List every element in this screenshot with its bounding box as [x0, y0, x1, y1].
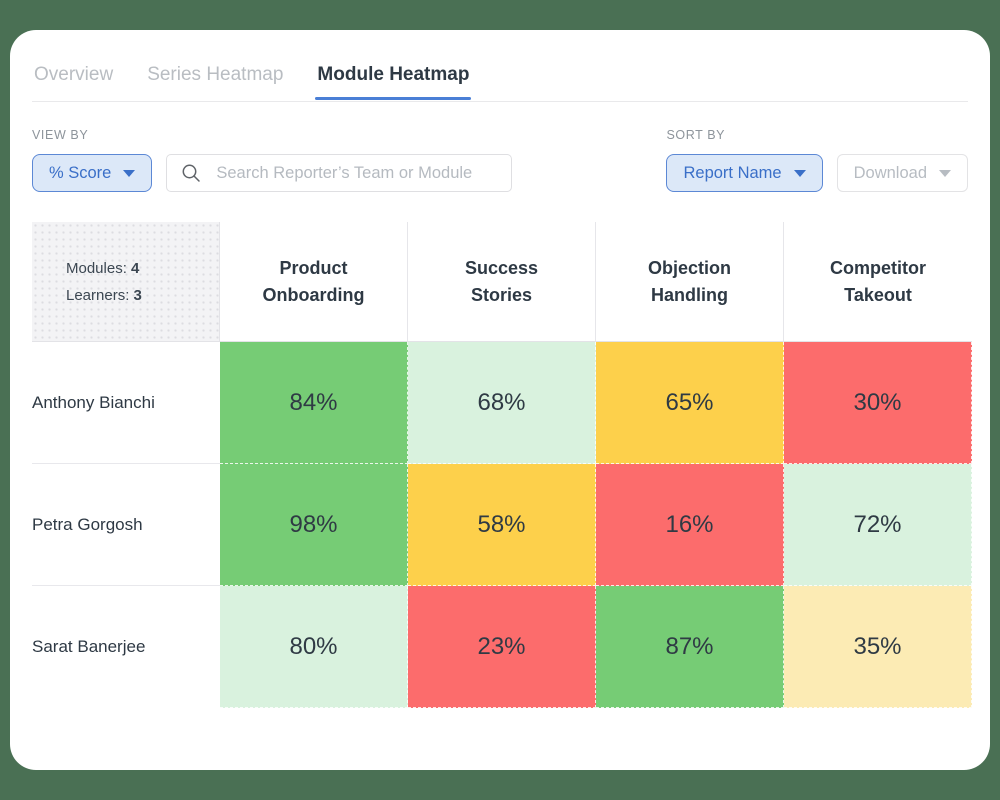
search-icon [182, 164, 201, 182]
dashboard-card: Overview Series Heatmap Module Heatmap V… [10, 30, 990, 770]
download-label: Download [853, 163, 927, 182]
heatmap-grid: Modules: 4 Learners: 3 Product Onboarding S… [32, 222, 972, 708]
tab-bar: Overview Series Heatmap Module Heatmap [32, 30, 968, 100]
score-cell: 80% [220, 586, 408, 708]
search-box[interactable] [166, 154, 513, 192]
score-cell: 68% [408, 342, 596, 464]
learner-name-cell: Anthony Bianchi [32, 342, 220, 464]
heatmap-summary-cell: Modules: 4 Learners: 3 [32, 222, 220, 342]
score-cell: 35% [784, 586, 972, 708]
column-header: Product Onboarding [220, 222, 408, 342]
score-dropdown-value: % Score [49, 163, 112, 182]
tab-module-heatmap[interactable]: Module Heatmap [315, 64, 472, 100]
sort-by-label: SORT BY [666, 128, 726, 142]
score-cell: 65% [596, 342, 784, 464]
score-dropdown[interactable]: % Score [32, 154, 153, 192]
learner-name-cell: Petra Gorgosh [32, 464, 220, 586]
chevron-down-icon [939, 169, 951, 177]
score-cell: 23% [408, 586, 596, 708]
tab-divider [32, 101, 968, 102]
score-cell: 72% [784, 464, 972, 586]
score-cell: 87% [596, 586, 784, 708]
tab-series-heatmap[interactable]: Series Heatmap [147, 64, 284, 85]
view-by-label: VIEW BY [32, 128, 89, 142]
column-header: Success Stories [408, 222, 596, 342]
column-header: Objection Handling [596, 222, 784, 342]
score-cell: 30% [784, 342, 972, 464]
sort-dropdown[interactable]: Report Name [666, 154, 823, 192]
score-cell: 16% [596, 464, 784, 586]
download-dropdown[interactable]: Download [836, 154, 968, 192]
search-input[interactable] [214, 162, 498, 184]
chevron-down-icon [123, 169, 136, 177]
filter-controls: VIEW BY % Score SORT BY Repo [32, 128, 968, 192]
sort-dropdown-value: Report Name [683, 163, 782, 182]
learner-name-cell: Sarat Banerjee [32, 637, 146, 656]
sort-by-group: SORT BY Report Name Download [666, 128, 968, 192]
score-cell: 58% [408, 464, 596, 586]
score-cell: 84% [220, 342, 408, 464]
tab-overview[interactable]: Overview [34, 64, 114, 85]
column-header: Competitor Takeout [784, 222, 972, 342]
chevron-down-icon [793, 169, 806, 177]
view-by-group: VIEW BY % Score [32, 128, 513, 192]
score-cell: 98% [220, 464, 408, 586]
